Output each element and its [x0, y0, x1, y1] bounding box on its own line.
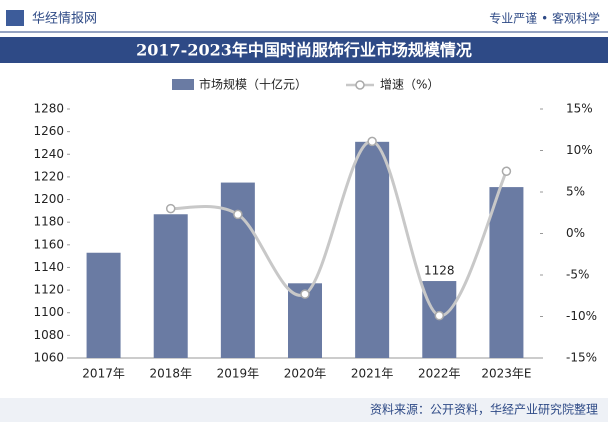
y2-tick-label: -15%	[566, 351, 597, 365]
legend-marker	[355, 80, 365, 90]
y-tick-label: 1080	[33, 328, 64, 342]
y2-tick-label: 0%	[566, 226, 585, 240]
growth-marker	[233, 209, 243, 220]
x-tick-label: 2017年	[82, 367, 125, 381]
y2-tick-label: -5%	[566, 268, 589, 282]
y-tick-label: 1180	[33, 215, 64, 229]
legend-label: 增速（%）	[380, 78, 439, 92]
y2-tick-label: 10%	[566, 143, 593, 157]
legend-label: 市场规模（十亿元）	[199, 77, 307, 92]
y-tick-label: 1280	[33, 102, 64, 116]
chart-title: 2017-2023年中国时尚服饰行业市场规模情况	[136, 41, 472, 60]
y-tick-label: 1260	[33, 124, 64, 138]
y2-tick-label: 15%	[566, 102, 593, 116]
growth-marker	[501, 166, 512, 176]
legend-swatch	[172, 79, 194, 90]
y-tick-label: 1220	[33, 169, 64, 183]
data-label: 1128	[424, 264, 455, 278]
x-tick-label: 2022年	[418, 367, 461, 381]
y-tick-label: 1060	[33, 351, 64, 365]
logo	[6, 10, 24, 26]
y-tick-label: 1240	[33, 147, 64, 161]
growth-marker	[165, 203, 176, 214]
y2-tick-label: 5%	[566, 185, 585, 199]
bar	[355, 141, 390, 358]
y-tick-label: 1140	[33, 260, 64, 274]
source-bar	[0, 398, 608, 422]
bar	[153, 214, 188, 358]
y-tick-label: 1160	[33, 237, 64, 251]
brand: 华经情报网	[32, 12, 97, 27]
y-tick-label: 1200	[33, 192, 64, 206]
bar	[489, 187, 524, 358]
source: 资料来源：公开资料，华经产业研究院整理	[370, 402, 598, 417]
x-tick-label: 2019年	[217, 367, 260, 381]
y-tick-label: 1120	[33, 283, 64, 297]
x-tick-label: 2020年	[284, 367, 327, 381]
x-tick-label: 2023年E	[481, 367, 531, 381]
y-tick-label: 1100	[33, 305, 64, 319]
title-bar	[0, 37, 608, 63]
growth-marker	[300, 289, 310, 299]
slogan: 专业严谨 • 客观科学	[489, 11, 600, 26]
growth-marker	[434, 310, 445, 321]
growth-marker	[367, 136, 377, 147]
x-tick-label: 2021年	[351, 367, 394, 381]
x-tick-label: 2018年	[149, 367, 192, 381]
bar	[86, 252, 121, 358]
y2-tick-label: -10%	[566, 309, 597, 323]
